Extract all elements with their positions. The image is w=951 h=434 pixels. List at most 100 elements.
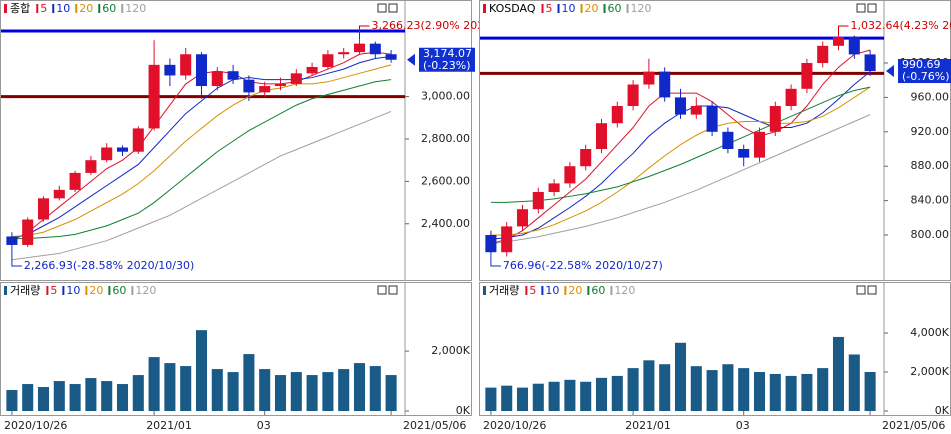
candle-body [485, 235, 497, 253]
legend-entry: 20 [568, 284, 582, 297]
y-tick-label: 0K [456, 404, 471, 417]
volume-bar [6, 390, 18, 411]
x-tick-label: 03 [736, 419, 750, 432]
last-price-arrow [407, 53, 415, 66]
legend-swatch [36, 4, 39, 13]
candle-body [322, 54, 334, 67]
candle-body [643, 71, 655, 85]
last-price: 3,174.07 [423, 47, 472, 60]
legend-swatch [587, 286, 590, 295]
volume-bar [706, 370, 718, 411]
volume-bar [164, 363, 176, 411]
legend-entry: 120 [614, 284, 635, 297]
legend-swatch [603, 4, 606, 13]
x-tick-label: 03 [257, 419, 271, 432]
volume-bar [580, 381, 592, 411]
last-change: (-0.23%) [423, 59, 471, 72]
volume-bar [116, 384, 129, 411]
candle-body [706, 106, 718, 132]
last-price: 990.69 [902, 58, 941, 71]
candle-body [580, 149, 592, 167]
candle-body [353, 43, 366, 53]
legend-entry: 10 [562, 2, 576, 15]
y-tick-label: 4,000K [910, 326, 949, 339]
candle-body [53, 189, 65, 199]
volume-bar [53, 381, 65, 411]
legend-swatch [98, 4, 101, 13]
legend-title: 거래량 [10, 284, 40, 297]
volume-bar [501, 385, 513, 411]
volume-bar [643, 360, 655, 411]
window-button [867, 285, 877, 295]
moving-average [490, 86, 871, 236]
legend-title: KOSDAQ [489, 2, 536, 15]
volume-bar [338, 369, 350, 411]
candle-body [532, 192, 544, 210]
candle-body [753, 131, 766, 158]
legend-swatch [85, 286, 88, 295]
window-button [856, 285, 866, 295]
volume-bar [180, 366, 192, 411]
y-tick-label: 3,000.00 [421, 90, 470, 103]
window-button [377, 285, 387, 295]
candle-body [290, 73, 302, 84]
legend-entry: 20 [89, 284, 103, 297]
candle-body [516, 209, 529, 227]
candle-body [674, 97, 687, 115]
legend-swatch [541, 286, 544, 295]
high-annotation: 1,032.64(4.23% 2021/04/19) [851, 19, 951, 32]
candle-body [738, 149, 750, 158]
legend-marker [483, 4, 486, 13]
candle-body [164, 64, 176, 76]
legend-swatch [580, 4, 583, 13]
volume-bar [611, 375, 623, 411]
volume-bar [516, 387, 529, 411]
volume-bar [548, 381, 560, 411]
candle-body [22, 219, 34, 245]
legend-swatch [62, 286, 65, 295]
moving-average [11, 55, 392, 240]
legend-entry: 10 [66, 284, 80, 297]
legend-entry: 120 [135, 284, 156, 297]
y-tick-label: 960.00 [911, 90, 950, 103]
x-tick-label: 2020/10/26 [483, 419, 546, 432]
candle-body [69, 172, 81, 190]
y-tick-label: 840.00 [911, 194, 950, 207]
volume-bar [211, 369, 223, 411]
y-tick-label: 800.00 [911, 228, 950, 241]
volume-bar [353, 363, 366, 411]
volume-bar [274, 375, 287, 411]
legend-swatch [626, 4, 629, 13]
candle-body [722, 131, 734, 150]
volume-bar [595, 377, 608, 411]
candle-body [85, 160, 97, 173]
volume-bar [690, 366, 702, 411]
panel [0, 0, 472, 281]
legend-swatch [564, 286, 567, 295]
moving-average [490, 114, 871, 245]
legend-swatch [541, 4, 544, 13]
legend-swatch [610, 286, 613, 295]
candle-body [385, 54, 397, 60]
legend-title: 종합 [10, 2, 30, 15]
candle-body [6, 236, 18, 245]
candle-body [306, 66, 318, 74]
candle-body [690, 106, 702, 115]
legend-entry: 10 [545, 284, 559, 297]
legend-marker [483, 286, 486, 295]
legend-swatch [108, 286, 111, 295]
candle-body [659, 71, 671, 98]
candle-body [817, 45, 829, 64]
legend-entry: 120 [125, 2, 146, 15]
volume-bar [290, 372, 302, 411]
volume-bar [101, 381, 113, 411]
legend-entry: 60 [591, 284, 605, 297]
window-button [867, 3, 877, 13]
moving-average [11, 79, 392, 240]
volume-bar [738, 368, 750, 411]
y-tick-label: 2,600.00 [421, 174, 470, 187]
y-tick-label: 880.00 [911, 159, 950, 172]
candle-body [832, 37, 845, 46]
annotation-leader [838, 25, 849, 35]
volume-bar [243, 354, 255, 411]
